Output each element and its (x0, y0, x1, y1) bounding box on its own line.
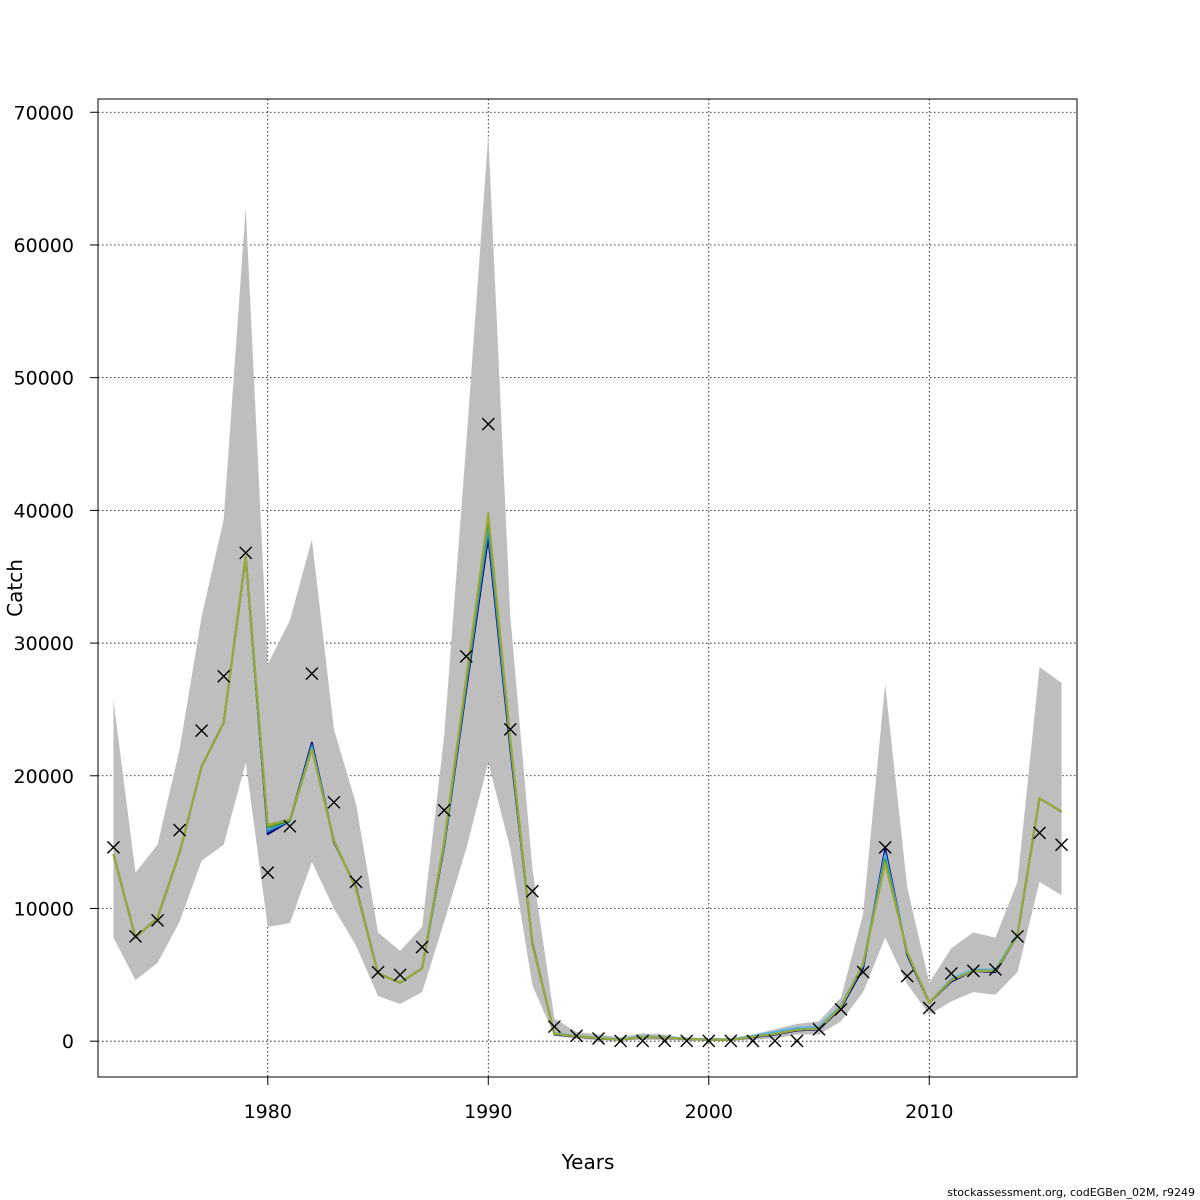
observed-point (900, 969, 914, 983)
observed-point (614, 1034, 628, 1048)
y-tick-label: 50000 (14, 368, 74, 390)
y-tick-label: 20000 (14, 766, 74, 788)
x-tick-label: 1990 (464, 1101, 512, 1123)
x-tick-label: 2000 (685, 1101, 733, 1123)
x-axis: 1980 1990 2000 2010 (244, 1077, 953, 1123)
observed-point (680, 1034, 694, 1048)
y-tick-label: 60000 (14, 235, 74, 257)
y-tick-label: 10000 (14, 898, 74, 920)
observed-point (481, 417, 495, 431)
observed-point (812, 1022, 826, 1036)
observed-point (944, 966, 958, 980)
y-axis-title: Catch (3, 559, 27, 617)
x-tick-label: 2010 (905, 1101, 953, 1123)
observed-point (349, 875, 363, 889)
observed-point (239, 546, 253, 560)
y-tick-label: 40000 (14, 500, 74, 522)
observed-point (305, 667, 319, 681)
observed-point (1033, 826, 1047, 840)
observed-point (459, 649, 473, 663)
y-axis: 0 10000 20000 30000 40000 50000 60000 70000 (14, 102, 98, 1053)
observed-point (195, 724, 209, 738)
observed-point (746, 1034, 760, 1048)
y-tick-label: 30000 (14, 633, 74, 655)
y-tick-label: 70000 (14, 102, 74, 124)
observed-point (261, 866, 275, 880)
observed-point (922, 1001, 936, 1015)
observed-point (834, 1002, 848, 1016)
observed-point (636, 1034, 650, 1048)
observed-point (878, 840, 892, 854)
observed-point (217, 669, 231, 683)
observed-point (415, 940, 429, 954)
observed-point (327, 795, 341, 809)
observed-point (1055, 838, 1069, 852)
observed-point (658, 1034, 672, 1048)
series-line-6 (112, 512, 1063, 1041)
series-lines (112, 512, 1063, 1041)
observed-point (371, 965, 385, 979)
observed-point (283, 819, 297, 833)
y-tick-label: 0 (62, 1031, 74, 1053)
observed-markers (106, 417, 1069, 1048)
observed-point (988, 963, 1002, 977)
observed-point (173, 823, 187, 837)
x-tick-label: 1980 (244, 1101, 292, 1123)
observed-point (525, 884, 539, 898)
observed-point (437, 803, 451, 817)
observed-point (1010, 929, 1024, 943)
x-axis-title: Years (561, 1150, 615, 1174)
plot-frame (97, 98, 1078, 1078)
observed-point (547, 1020, 561, 1034)
observed-point (151, 913, 165, 927)
observed-point (569, 1029, 583, 1043)
observed-point (790, 1034, 804, 1048)
observed-point (702, 1034, 716, 1048)
confidence-band-area (113, 134, 1062, 1041)
observed-point (592, 1032, 606, 1046)
observed-point (724, 1034, 738, 1048)
observed-point (106, 840, 120, 854)
observed-point (393, 968, 407, 982)
observed-point (966, 964, 980, 978)
observed-point (503, 722, 517, 736)
confidence-band (113, 134, 1062, 1041)
observed-point (768, 1034, 782, 1048)
observed-point (856, 965, 870, 979)
footer-credit: stockassessment.org, codEGBen_02M, r9249 (947, 1186, 1195, 1199)
observed-point (128, 929, 142, 943)
